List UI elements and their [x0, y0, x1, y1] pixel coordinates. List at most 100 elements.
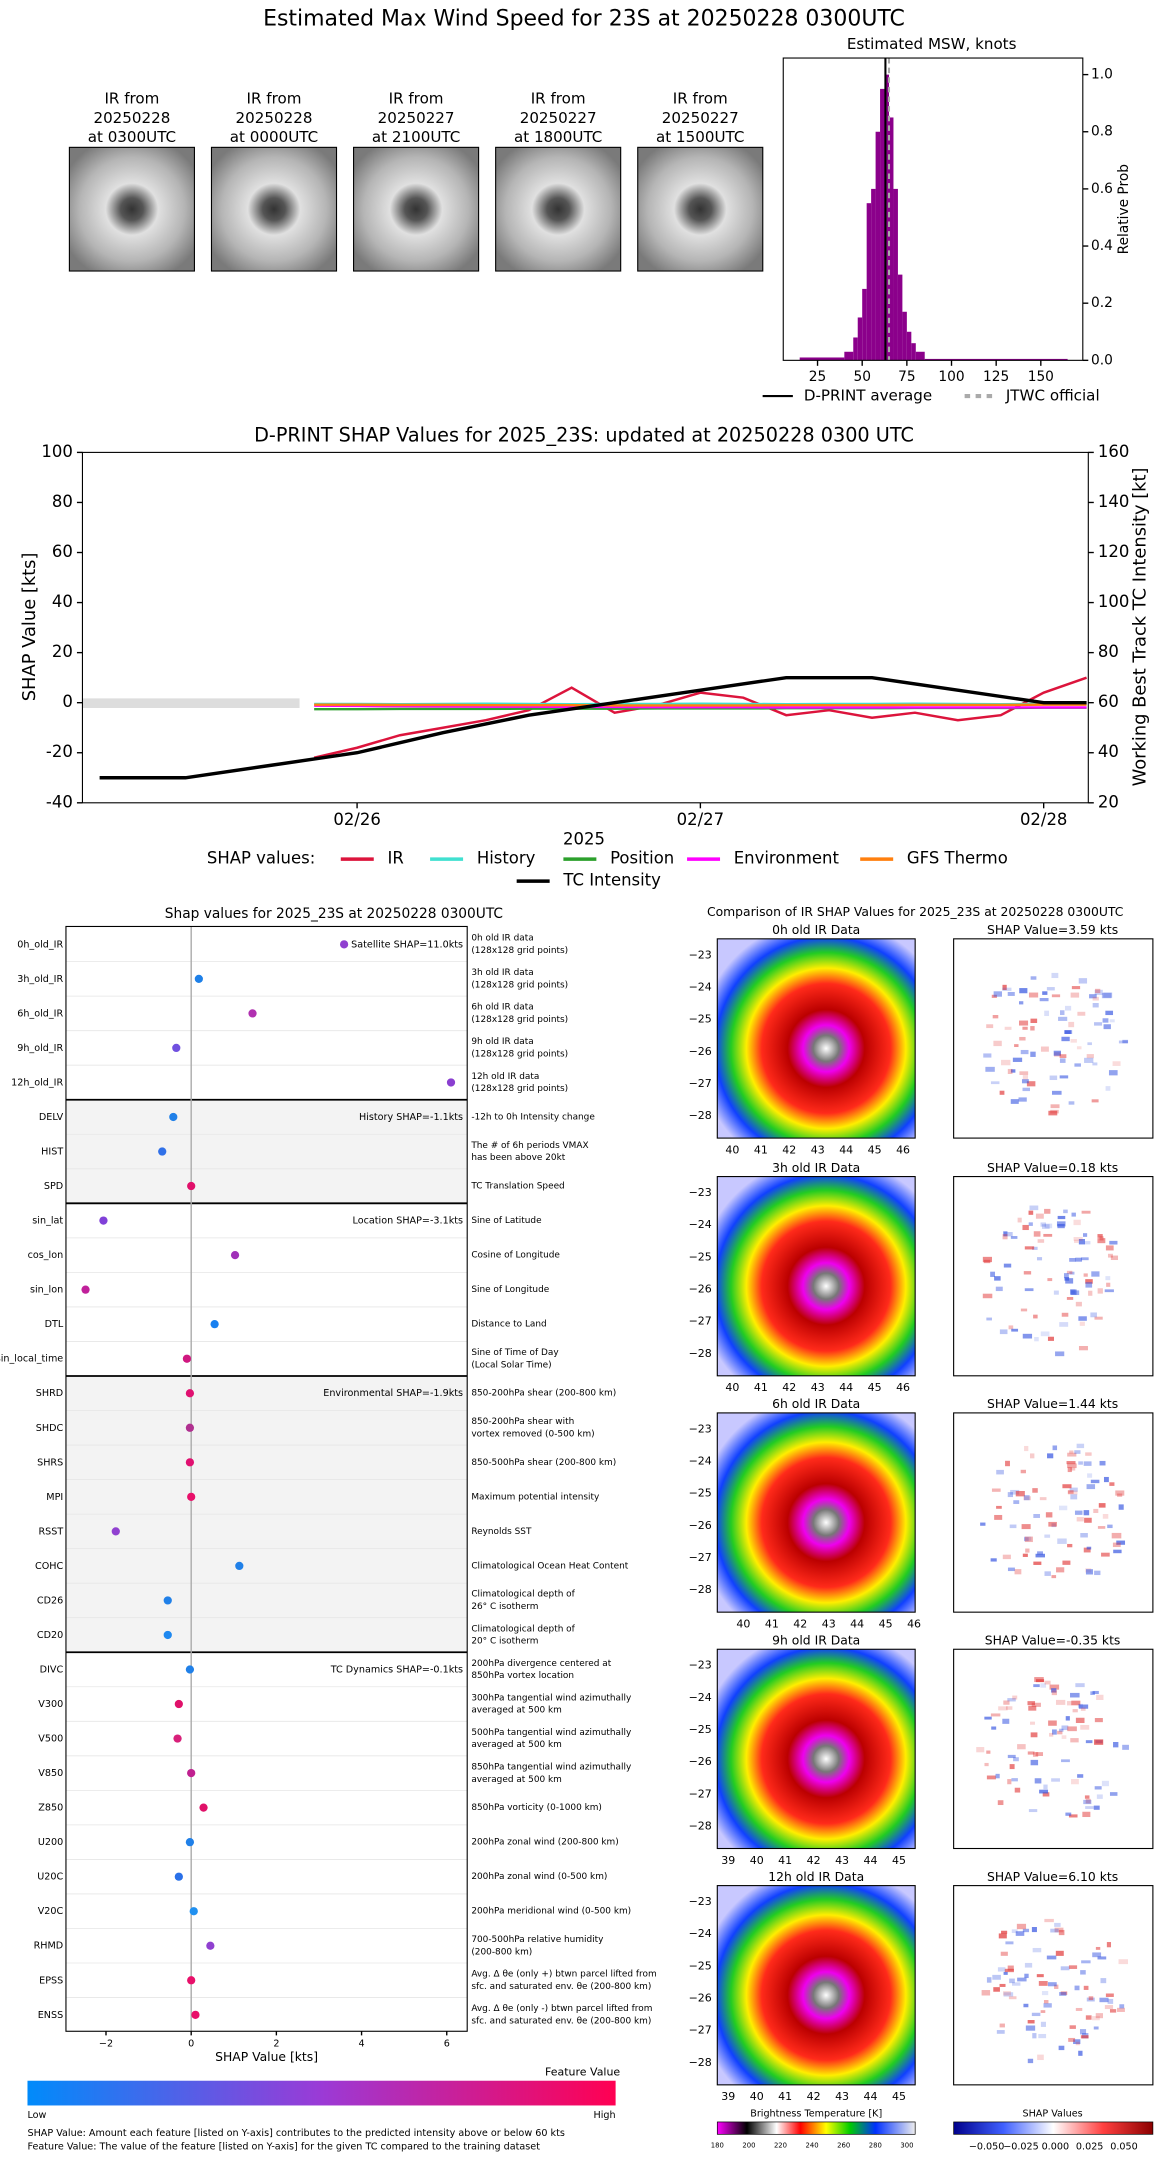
colorbar-tick: 180 — [711, 2141, 724, 2149]
shap-pattern — [1107, 1524, 1113, 1529]
shap-point — [172, 1043, 181, 1053]
shap-pattern — [1033, 1314, 1038, 1319]
shap-pattern — [1118, 1504, 1124, 1510]
feature-name: V20C — [38, 1906, 64, 1917]
shap-pattern — [1044, 1208, 1051, 1214]
shap-pattern — [1093, 1508, 1099, 1513]
shap-pattern — [1090, 1479, 1100, 1484]
shap-pattern — [1042, 991, 1048, 995]
comparison-title: Comparison of IR SHAP Values for 2025_23… — [707, 905, 1123, 919]
shap-pattern — [1077, 1011, 1086, 1016]
hist-bar — [924, 358, 1068, 361]
feature-description: -12h to 0h Intensity change — [471, 1112, 595, 1122]
shap-pattern — [1077, 1774, 1084, 1778]
feature-description: Climatological depth of — [471, 1590, 575, 1600]
shap-pattern — [1013, 1500, 1020, 1504]
feature-description: Climatological depth of — [471, 1624, 575, 1634]
shap-pattern — [1028, 1705, 1037, 1711]
feature-description: Cosine of Longitude — [471, 1251, 560, 1261]
feature-description: 850-200hPa shear with — [471, 1417, 574, 1427]
thumbnail-caption: at 0000UTC — [230, 128, 318, 146]
shap-colorbar — [953, 2121, 1154, 2135]
shap-pattern — [1090, 1691, 1095, 1696]
x-tick-label: 100 — [938, 369, 964, 385]
shap-pattern — [1095, 1946, 1101, 1950]
lon-label: 45 — [868, 1143, 882, 1156]
lon-label: 40 — [750, 2090, 764, 2103]
y2-tick-label: 80 — [1098, 642, 1119, 661]
y-tick-label: 0.2 — [1091, 295, 1113, 311]
shap-pattern — [1051, 972, 1059, 979]
x-tick-label: 25 — [809, 369, 826, 385]
shap-pattern — [1002, 1554, 1011, 1560]
shap-pattern — [1056, 1221, 1066, 1227]
shap-pattern — [1065, 1812, 1072, 1816]
shap-pattern — [1010, 1236, 1018, 1239]
lat-label: −24 — [689, 1927, 712, 1940]
shap-pattern — [981, 1990, 991, 1996]
feature-name: Z850 — [38, 1803, 63, 1814]
group-label: Location SHAP=-3.1kts — [353, 1216, 464, 1227]
shap-pattern — [1069, 1258, 1076, 1262]
shap-pattern — [1061, 1036, 1070, 1042]
thumbnail-caption: IR from — [531, 90, 586, 108]
x-tick-label: 02/28 — [1020, 810, 1067, 829]
shap-point — [185, 1458, 195, 1467]
shap-pattern — [1079, 2029, 1087, 2035]
shap-pattern — [1005, 1706, 1013, 1710]
shap-pattern — [1097, 1526, 1106, 1529]
feature-name: MPI — [46, 1492, 63, 1503]
shap-pattern — [1079, 1321, 1085, 1326]
shap-pattern — [1070, 1039, 1077, 1043]
shap-pattern — [1069, 1271, 1075, 1275]
shap-pattern — [1007, 1754, 1016, 1759]
shap-point — [81, 1285, 90, 1294]
shap-pattern — [1044, 1534, 1051, 1538]
hist-bar — [862, 288, 867, 361]
hist-frame — [782, 57, 1084, 361]
hist-bar — [880, 88, 885, 361]
lon-label: 43 — [811, 1143, 825, 1156]
feature-name: DELV — [39, 1112, 64, 1123]
shap-pattern — [999, 2023, 1005, 2028]
y-tick-label: -40 — [46, 792, 73, 811]
shap-pattern — [1080, 1970, 1086, 1975]
shap-pattern — [1068, 1101, 1075, 1105]
shap-point — [185, 1838, 195, 1847]
shap-pattern — [1027, 1701, 1036, 1706]
shap-pattern — [1059, 1054, 1067, 1059]
shap-pattern — [1040, 1046, 1049, 1052]
shap-pattern — [1059, 1728, 1064, 1732]
shap-pattern — [1066, 1297, 1074, 1300]
shap-pattern — [1003, 1992, 1014, 1997]
shap-pattern — [1040, 1222, 1046, 1227]
shap-pattern — [1052, 1729, 1057, 1735]
feature-description: Distance to Land — [471, 1320, 546, 1330]
shap-pattern — [1103, 992, 1113, 998]
shap-pattern — [1068, 1814, 1078, 1818]
shap-pattern — [1011, 1778, 1018, 1782]
shap-pattern — [1002, 987, 1012, 991]
ir-thumbnail — [637, 146, 764, 272]
lat-label: −23 — [689, 1895, 712, 1908]
y-tick-label: 0.6 — [1091, 181, 1113, 197]
lon-label: 41 — [754, 1143, 768, 1156]
shap-pattern — [1117, 1493, 1123, 1497]
shap-pattern — [1013, 1757, 1019, 1762]
shap-pattern — [1024, 1962, 1033, 1968]
hist-bar — [875, 131, 881, 361]
shap-pattern — [1037, 1239, 1045, 1243]
shap-pattern — [1053, 1290, 1059, 1295]
shap-pattern — [1094, 1718, 1103, 1723]
shap-pattern — [1089, 994, 1097, 999]
shap-pattern — [1078, 978, 1088, 984]
shap-pattern — [1056, 1567, 1065, 1573]
lat-label: −28 — [689, 1583, 712, 1596]
shap-pattern — [1039, 1497, 1047, 1501]
shap-pattern — [1085, 1452, 1092, 1456]
lat-label: −26 — [689, 1283, 712, 1296]
hist-bar — [884, 74, 889, 361]
shap-pattern — [998, 1933, 1007, 1939]
shap-title: SHAP Value=-0.35 kts — [985, 1634, 1121, 1648]
